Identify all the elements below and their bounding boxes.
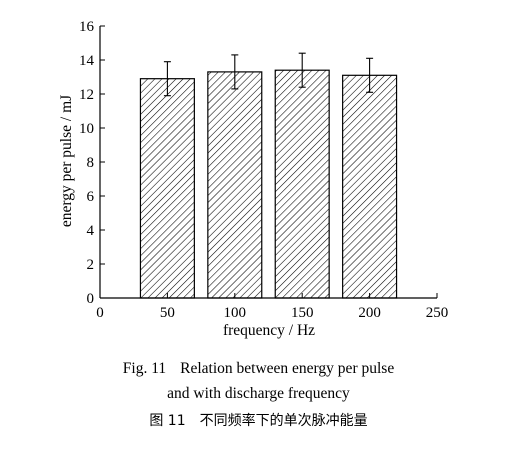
x-axis-label: frequency / Hz	[223, 322, 315, 339]
bar-150	[274, 69, 330, 299]
x-tick-label: 0	[96, 305, 104, 321]
y-tick-label: 6	[87, 189, 95, 205]
bar-100	[207, 71, 263, 299]
y-tick-label: 0	[87, 291, 95, 307]
y-tick-label: 8	[87, 155, 95, 171]
x-tick-label: 50	[160, 305, 175, 321]
figure-number-cn: 图 11	[149, 413, 186, 429]
caption-line-1: Fig. 11 Relation between energy per pulse	[0, 359, 517, 379]
x-tick-label: 200	[358, 305, 381, 321]
bar-chart: 0 2 4 6 8 10 12 14 16 0 50 100 150 200 250 frequency /…	[58, 19, 448, 339]
caption-line-2: and with discharge frequency	[0, 384, 517, 404]
figure-title-cn: 不同频率下的单次脉冲能量	[199, 413, 368, 429]
figure-title-continued: and with discharge frequency	[167, 385, 350, 402]
bars	[139, 69, 398, 299]
y-tick-label: 4	[87, 223, 95, 239]
figure-number: Fig. 11	[122, 360, 167, 377]
bar-200	[342, 74, 398, 299]
y-tick-label: 16	[79, 19, 95, 35]
caption-line-3: 图 11 不同频率下的单次脉冲能量	[0, 411, 517, 431]
y-tick-label: 12	[79, 87, 94, 103]
x-tick-label: 250	[426, 305, 449, 321]
y-tick-label: 10	[79, 121, 94, 137]
y-axis-label: energy per pulse / mJ	[58, 95, 75, 227]
error-bars	[163, 52, 374, 97]
y-tick-label: 2	[87, 257, 95, 273]
bar-50	[139, 78, 195, 299]
figure-title: Relation between energy per pulse	[180, 360, 395, 377]
y-tick-label: 14	[79, 53, 95, 69]
x-tick-label: 150	[291, 305, 314, 321]
ticks: 0 2 4 6 8 10 12 14 16 0 50 100 150 200 250	[79, 19, 448, 321]
x-tick-label: 100	[224, 305, 247, 321]
